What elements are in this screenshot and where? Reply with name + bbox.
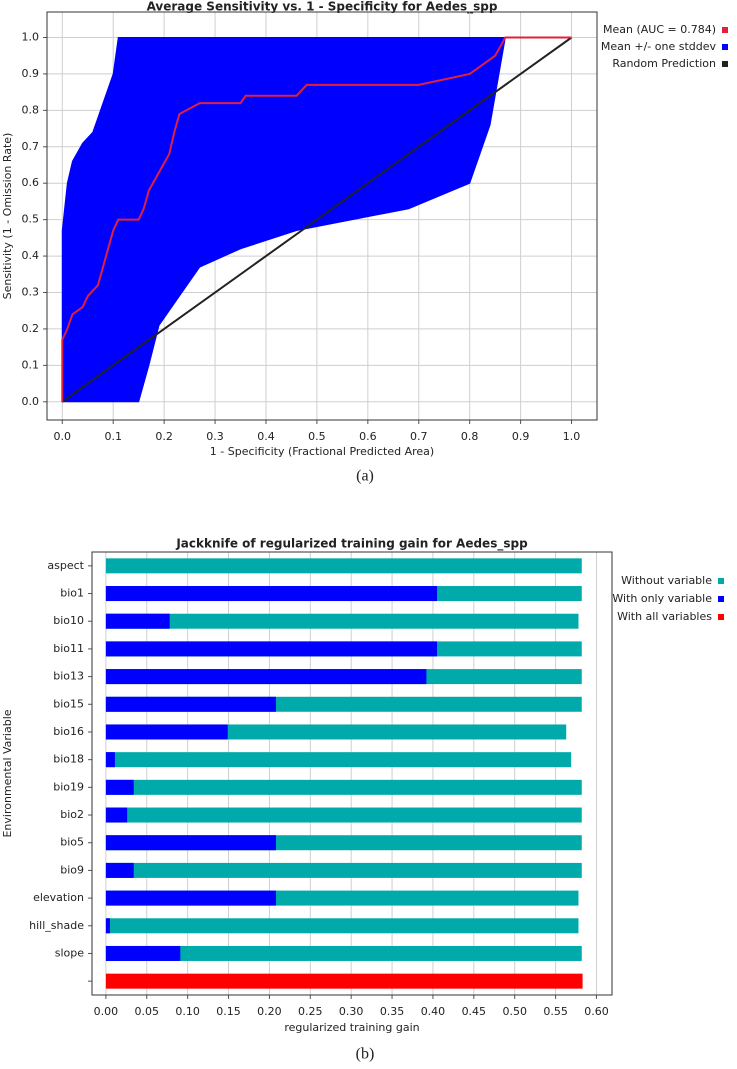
legend-label: Mean (AUC = 0.784): [603, 23, 716, 36]
bar: [105, 613, 579, 629]
y-tick-label: hill_shade: [29, 919, 84, 932]
plot-frame: [46, 11, 598, 421]
bar: [105, 779, 134, 795]
legend-swatch: [722, 44, 728, 50]
y-tick-label: 0.5: [22, 213, 40, 226]
x-tick-label: 0.30: [339, 1005, 364, 1018]
y-tick-label: bio5: [60, 836, 84, 849]
bar: [105, 890, 276, 906]
y-tick-label: bio11: [53, 642, 84, 655]
x-tick-label: 0.35: [380, 1005, 405, 1018]
y-tick-label: bio16: [53, 725, 84, 738]
legend-label: Without variable: [621, 574, 712, 587]
x-tick-label: 0.0: [54, 430, 72, 443]
x-tick-label: 1.0: [563, 430, 581, 443]
legend-swatch: [718, 578, 724, 584]
legend-label: With all variables: [617, 610, 712, 623]
plot-frame: [91, 551, 613, 996]
caption: (a): [356, 468, 374, 485]
x-tick-label: 0.45: [462, 1005, 487, 1018]
bar: [105, 752, 115, 768]
x-tick-label: 0.40: [421, 1005, 446, 1018]
bar: [105, 918, 110, 934]
y-tick-label: 0.2: [22, 322, 40, 335]
y-tick-label: bio1: [60, 587, 84, 600]
x-tick-label: 0.1: [104, 430, 122, 443]
bar: [105, 862, 582, 878]
x-tick-label: 0.60: [584, 1005, 609, 1018]
y-tick-label: 0.9: [22, 67, 40, 80]
y-tick-label: bio13: [53, 670, 84, 683]
y-tick-label: slope: [55, 946, 84, 959]
bar: [105, 669, 427, 685]
x-tick-label: 0.55: [543, 1005, 568, 1018]
bar: [105, 752, 572, 768]
y-tick-label: bio2: [60, 808, 84, 821]
x-tick-label: 0.00: [94, 1005, 119, 1018]
bar: [105, 779, 582, 795]
x-tick-label: 0.25: [298, 1005, 323, 1018]
y-tick-label: bio18: [53, 753, 84, 766]
legend-swatch: [722, 27, 728, 33]
x-tick-label: 0.8: [461, 430, 479, 443]
y-tick-label: 0.6: [22, 176, 40, 189]
y-tick-label: 0.7: [22, 140, 40, 153]
bar: [105, 724, 228, 740]
bar: [105, 835, 276, 851]
bar: [105, 807, 582, 823]
x-tick-label: 0.05: [135, 1005, 160, 1018]
x-tick-label: 0.7: [410, 430, 428, 443]
y-tick-label: bio15: [53, 697, 84, 710]
legend-label: Mean +/- one stddev: [601, 40, 717, 53]
bar: [105, 973, 583, 989]
y-axis-label: Sensitivity (1 - Omission Rate): [1, 133, 14, 300]
x-tick-label: 0.15: [216, 1005, 241, 1018]
y-tick-label: 0.0: [22, 395, 40, 408]
caption: (b): [356, 1046, 375, 1063]
y-tick-label: 1.0: [22, 31, 40, 44]
legend-swatch: [718, 596, 724, 602]
legend-label: Random Prediction: [612, 57, 716, 70]
x-axis-label: regularized training gain: [284, 1021, 419, 1034]
bar: [105, 945, 181, 961]
bar: [105, 641, 438, 657]
y-tick-label: 0.3: [22, 286, 40, 299]
x-tick-label: 0.4: [257, 430, 275, 443]
x-tick-label: 0.10: [175, 1005, 200, 1018]
legend-swatch: [718, 614, 724, 620]
line: [61, 36, 573, 403]
chart-title: Jackknife of regularized training gain f…: [175, 537, 528, 552]
y-tick-label: 0.1: [22, 358, 40, 371]
x-tick-label: 0.2: [155, 430, 173, 443]
legend-label: With only variable: [612, 592, 712, 605]
bar: [105, 696, 276, 712]
x-tick-label: 0.50: [502, 1005, 527, 1018]
chart-title: Average Sensitivity vs. 1 - Specificity …: [147, 0, 498, 15]
x-axis-label: 1 - Specificity (Fractional Predicted Ar…: [210, 445, 434, 458]
y-tick-label: 0.8: [22, 103, 40, 116]
y-tick-label: bio10: [53, 614, 84, 627]
x-tick-label: 0.20: [257, 1005, 282, 1018]
y-axis-label: Environmental Variable: [1, 709, 14, 837]
y-tick-label: bio9: [60, 863, 84, 876]
bar: [105, 862, 134, 878]
y-tick-label: bio19: [53, 780, 84, 793]
x-tick-label: 0.9: [512, 430, 530, 443]
bar: [105, 613, 170, 629]
bar: [105, 918, 579, 934]
bar: [105, 945, 582, 961]
bar: [105, 586, 438, 602]
line: [61, 36, 572, 402]
legend-swatch: [722, 61, 728, 67]
x-tick-label: 0.6: [359, 430, 377, 443]
y-tick-label: aspect: [47, 559, 84, 572]
bar: [105, 558, 582, 574]
x-tick-label: 0.5: [308, 430, 326, 443]
stddev-band: [61, 37, 506, 403]
x-tick-label: 0.3: [206, 430, 224, 443]
bar: [105, 807, 128, 823]
y-tick-label: elevation: [33, 891, 84, 904]
y-tick-label: 0.4: [22, 249, 40, 262]
